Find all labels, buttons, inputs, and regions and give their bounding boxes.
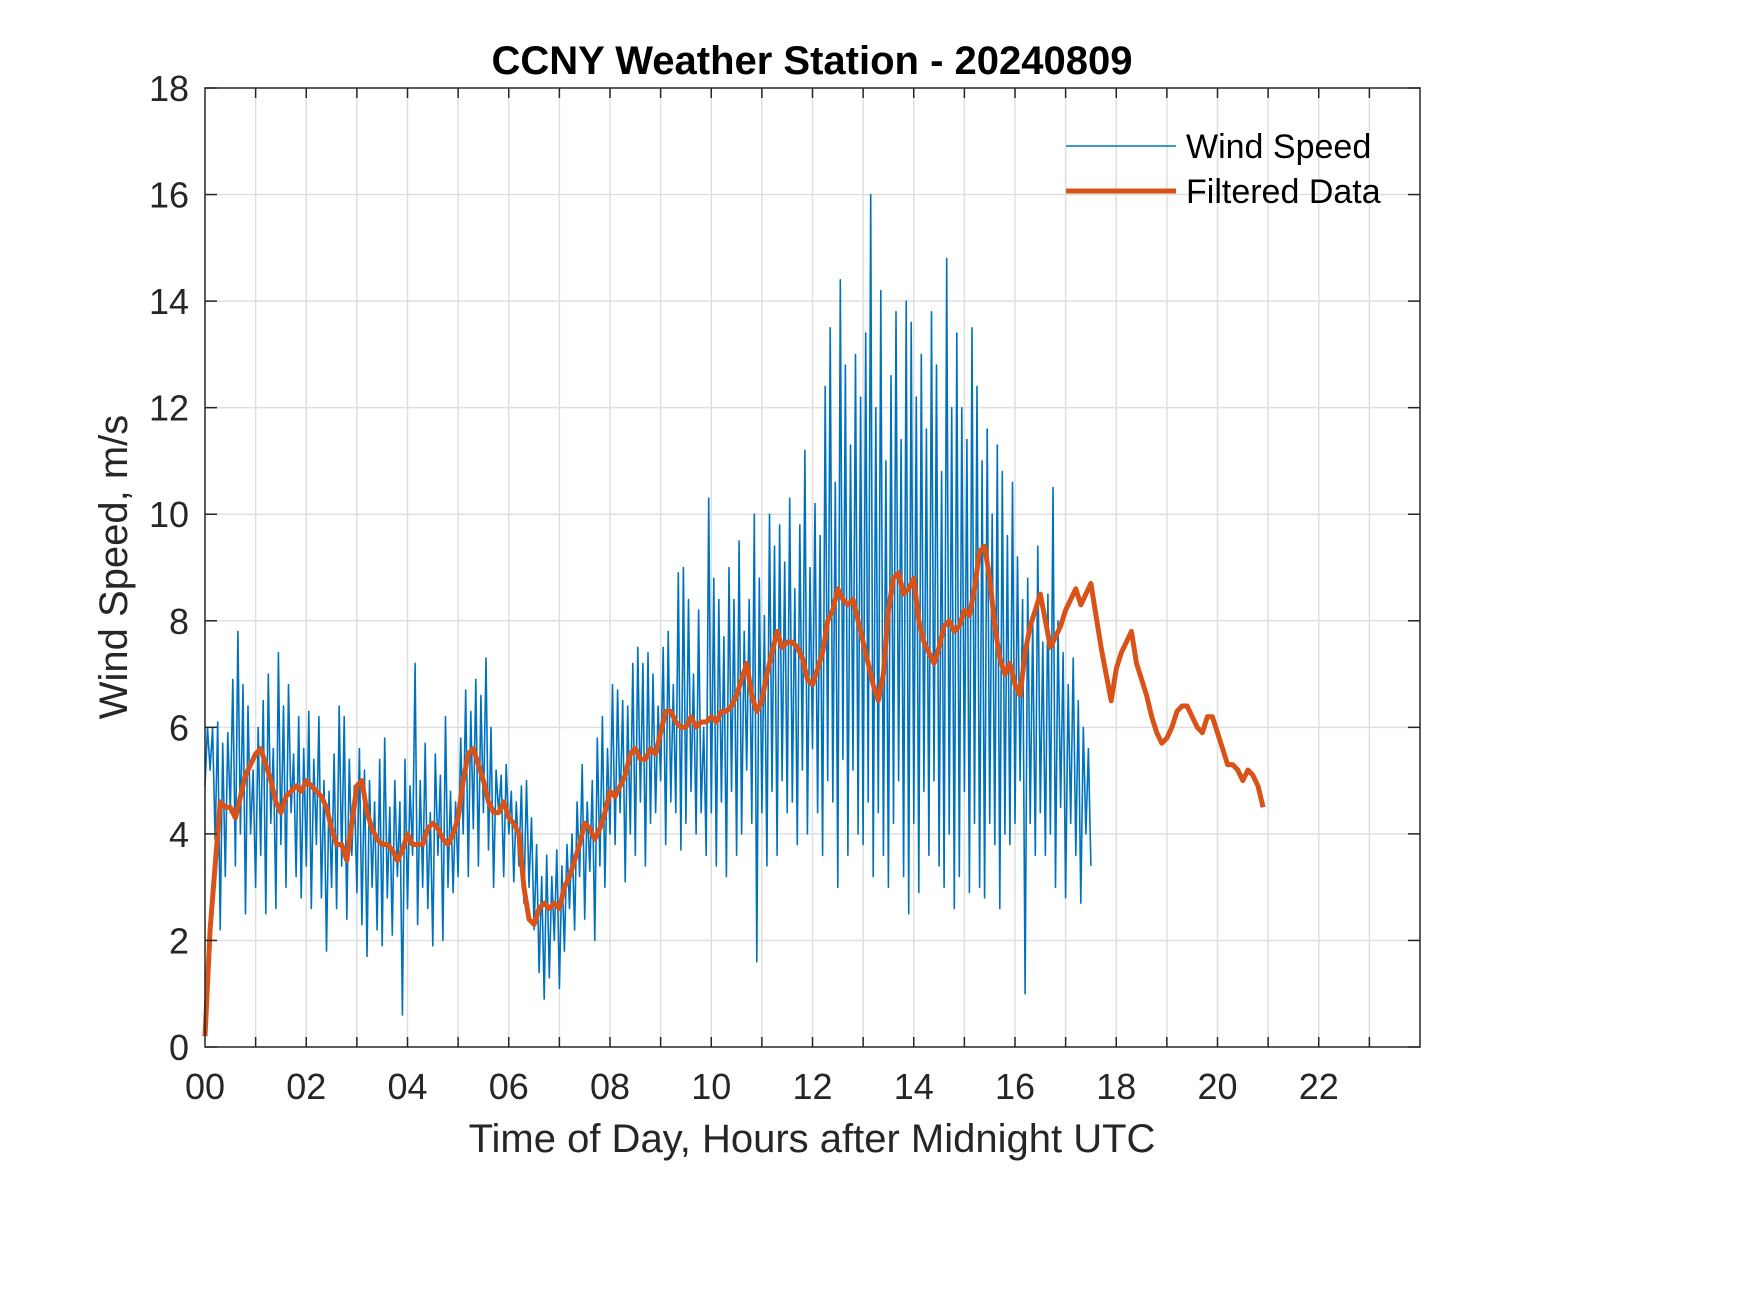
x-tick-label: 00 xyxy=(185,1066,225,1107)
x-tick-label: 14 xyxy=(894,1066,934,1107)
x-axis-label: Time of Day, Hours after Midnight UTC xyxy=(469,1117,1156,1161)
legend-label-wind-speed: Wind Speed xyxy=(1186,128,1371,166)
x-tick-label: 06 xyxy=(489,1066,529,1107)
x-tick-labels: 00 02 04 06 08 10 12 14 16 18 20 22 xyxy=(185,1066,1339,1107)
chart-title: CCNY Weather Station - 20240809 xyxy=(492,39,1133,83)
wind-speed-series xyxy=(204,193,1092,1016)
y-tick-label: 4 xyxy=(169,814,189,855)
x-tick-label: 08 xyxy=(590,1066,630,1107)
y-tick-label: 16 xyxy=(149,175,189,216)
y-tick-labels: 0 2 4 6 8 10 12 14 16 18 xyxy=(149,68,189,1068)
y-axis-label: Wind Speed, m/s xyxy=(92,415,136,720)
x-tick-label: 18 xyxy=(1096,1066,1136,1107)
legend-label-filtered-data: Filtered Data xyxy=(1186,173,1381,211)
wind-speed-line xyxy=(204,193,1092,1016)
y-tick-label: 2 xyxy=(169,920,189,961)
x-tick-label: 22 xyxy=(1299,1066,1339,1107)
y-tick-label: 6 xyxy=(169,707,189,748)
y-tick-label: 14 xyxy=(149,281,189,322)
x-tick-label: 20 xyxy=(1197,1066,1237,1107)
grid xyxy=(205,88,1420,1047)
y-tick-label: 12 xyxy=(149,388,189,429)
x-tick-label: 16 xyxy=(995,1066,1035,1107)
y-tick-label: 8 xyxy=(169,601,189,642)
legend: Wind Speed Filtered Data xyxy=(1066,128,1381,211)
y-tick-label: 10 xyxy=(149,494,189,535)
y-tick-label: 18 xyxy=(149,68,189,109)
axes xyxy=(204,87,1421,1048)
x-tick-label: 10 xyxy=(691,1066,731,1107)
filtered-data-line xyxy=(202,543,1266,1037)
x-tick-label: 12 xyxy=(792,1066,832,1107)
x-tick-label: 02 xyxy=(286,1066,326,1107)
y-tick-label: 0 xyxy=(169,1027,189,1068)
filtered-data-series xyxy=(202,543,1266,1037)
x-tick-label: 04 xyxy=(387,1066,427,1107)
